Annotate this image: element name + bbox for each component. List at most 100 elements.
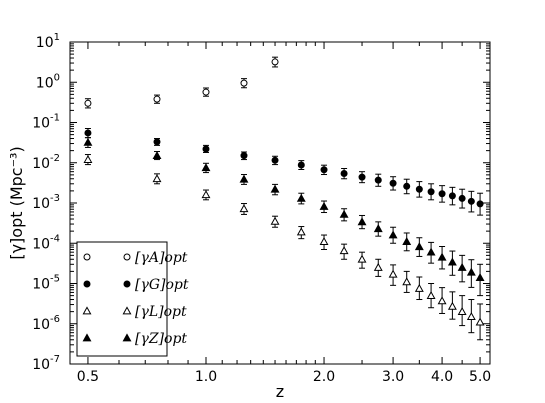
legend-marker xyxy=(122,333,132,342)
plot-frame xyxy=(69,41,491,365)
legend-item-A: [γA]opt xyxy=(83,250,188,266)
x-axis-title: z xyxy=(276,382,284,401)
legend-marker xyxy=(123,280,131,288)
y-tick-label: 101 xyxy=(36,32,60,51)
data-point xyxy=(240,152,248,160)
series-L xyxy=(83,154,485,341)
legend-item-G: [γG]opt xyxy=(83,277,189,293)
x-tick-label: 0.5 xyxy=(77,369,99,385)
data-point xyxy=(447,257,457,266)
data-point xyxy=(296,193,306,202)
data-point xyxy=(437,252,447,261)
data-point xyxy=(358,173,366,181)
data-point xyxy=(271,156,279,164)
y-tick-label: 10-5 xyxy=(32,274,60,293)
data-point xyxy=(466,312,476,321)
data-point xyxy=(270,184,280,193)
data-point xyxy=(457,307,467,316)
data-point xyxy=(466,267,476,276)
legend-marker xyxy=(82,306,92,315)
data-point xyxy=(447,301,457,310)
data-point xyxy=(153,138,161,146)
data-point xyxy=(426,290,436,299)
legend-marker xyxy=(122,306,132,315)
data-point xyxy=(320,166,328,174)
legend-marker xyxy=(83,280,91,288)
data-point xyxy=(448,192,456,200)
minor-ticks xyxy=(70,42,490,364)
data-point xyxy=(84,99,92,107)
legend-label: [γA]opt xyxy=(135,250,188,266)
data-point xyxy=(438,190,446,198)
data-point xyxy=(83,137,93,146)
data-point xyxy=(296,227,306,236)
data-point xyxy=(83,154,93,163)
y-tick-label: 10-3 xyxy=(32,193,60,212)
data-point xyxy=(202,145,210,153)
legend-marker xyxy=(123,253,131,261)
legend-label: [γL]opt xyxy=(135,304,187,320)
data-point xyxy=(240,79,248,87)
data-point xyxy=(374,176,382,184)
data-point xyxy=(357,217,367,226)
data-point xyxy=(457,262,467,271)
data-point xyxy=(403,182,411,190)
legend-marker xyxy=(82,333,92,342)
data-point xyxy=(239,204,249,213)
data-point xyxy=(340,170,348,178)
x-tick-labels: 0.5 1.0 2.0 3.0 4.0 5.0 xyxy=(77,369,491,385)
data-point xyxy=(427,188,435,196)
data-point xyxy=(357,254,367,263)
y-tick-label: 100 xyxy=(36,72,60,91)
data-point xyxy=(201,163,211,172)
y-tick-label: 10-6 xyxy=(32,314,60,333)
data-point xyxy=(202,88,210,96)
data-point xyxy=(414,242,424,251)
data-point xyxy=(415,185,423,193)
data-point xyxy=(319,201,329,210)
data-point xyxy=(373,224,383,233)
data-point xyxy=(389,179,397,187)
series-G xyxy=(84,127,484,216)
data-point xyxy=(426,247,436,256)
series-A xyxy=(84,56,279,109)
y-axis-title: [γ]opt (Mpc⁻³) xyxy=(7,146,26,259)
data-point xyxy=(84,129,92,137)
data-point xyxy=(475,272,485,281)
data-point xyxy=(388,269,398,278)
data-layer xyxy=(83,56,485,341)
x-tick-label: 1.0 xyxy=(195,369,217,385)
data-point xyxy=(476,200,484,208)
legend-label: [γZ]opt xyxy=(135,331,187,347)
data-point xyxy=(271,58,279,66)
x-tick-label: 2.0 xyxy=(313,369,335,385)
y-tick-labels: 10-7 10-6 10-5 10-4 10-3 10-2 10-1 100 101 xyxy=(32,32,60,373)
x-tick-label: 3.0 xyxy=(382,369,404,385)
data-point xyxy=(319,236,329,245)
data-point xyxy=(402,236,412,245)
data-point xyxy=(152,174,162,183)
legend-marker xyxy=(83,253,91,261)
x-tick-label: 4.0 xyxy=(431,369,453,385)
data-point xyxy=(402,277,412,286)
legend-item-Z: [γZ]opt xyxy=(82,331,187,347)
data-point xyxy=(201,190,211,199)
y-tick-label: 10-2 xyxy=(32,153,60,172)
data-point xyxy=(414,283,424,292)
data-point xyxy=(339,209,349,218)
legend-item-L: [γL]opt xyxy=(82,304,187,320)
legend-box xyxy=(76,241,168,357)
legend-label: [γG]opt xyxy=(135,277,189,293)
y-tick-label: 10-4 xyxy=(32,233,60,252)
legend: [γA]opt [γG]opt [γL]opt [γZ]opt xyxy=(76,241,189,357)
data-point xyxy=(467,197,475,205)
series-Z xyxy=(83,137,485,297)
data-point xyxy=(152,151,162,160)
data-point xyxy=(373,262,383,271)
data-point xyxy=(475,317,485,326)
data-point xyxy=(297,161,305,169)
data-point xyxy=(437,296,447,305)
data-point xyxy=(458,194,466,202)
x-tick-label: 5.0 xyxy=(469,369,491,385)
